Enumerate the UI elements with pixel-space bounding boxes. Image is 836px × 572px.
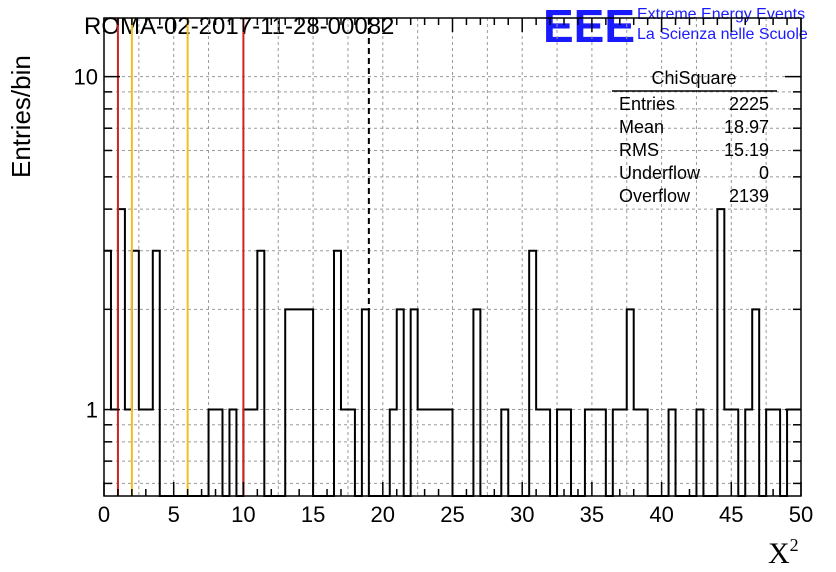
x-ticks: 0 5 10 15 20 25 30 35 40 45 50 [98, 18, 813, 527]
histogram-bin [153, 251, 160, 496]
histogram-bin [299, 309, 306, 496]
stats-value: 2225 [729, 94, 769, 114]
y-tick-label: 10 [74, 65, 98, 90]
x-tick-label: 25 [440, 502, 464, 527]
y-tick-label: 1 [86, 398, 98, 423]
y-ticks: 1 10 [74, 65, 801, 485]
x-tick-label: 20 [371, 502, 395, 527]
histogram-bin [717, 209, 724, 496]
histogram-bin [132, 251, 139, 496]
x-tick-label: 15 [301, 502, 325, 527]
histogram-bin [397, 309, 404, 496]
stats-label: Overflow [619, 186, 691, 206]
stats-value: 15.19 [724, 140, 769, 160]
x-tick-label: 40 [649, 502, 673, 527]
x-tick-label: 35 [580, 502, 604, 527]
stats-label: Mean [619, 117, 664, 137]
x-tick-label: 10 [231, 502, 255, 527]
brand-line-2: La Scienza nelle Scuole [637, 26, 808, 43]
histogram-bin [362, 309, 369, 496]
stats-box: ChiSquare Entries 2225 Mean 18.97 RMS 15.19 Un… [612, 68, 777, 206]
stats-value: 2139 [729, 186, 769, 206]
stats-label: Entries [619, 94, 675, 114]
x-tick-label: 50 [789, 502, 813, 527]
histogram-bin [118, 209, 125, 496]
stats-value: 18.97 [724, 117, 769, 137]
stats-value: 0 [759, 163, 769, 183]
stats-label: RMS [619, 140, 659, 160]
brand-logo-text: EEE [543, 0, 635, 52]
histogram-bin [285, 309, 292, 496]
marker-lines [116, 18, 370, 496]
histogram-bin [257, 251, 264, 496]
histogram-bin [292, 309, 299, 496]
histogram-bin [627, 309, 634, 496]
histogram-bin [752, 309, 759, 496]
x-tick-label: 0 [98, 502, 110, 527]
y-axis-label: Entries/bin [6, 55, 36, 178]
histogram-bin [529, 251, 536, 496]
histogram-bin [473, 309, 480, 496]
x-tick-label: 5 [168, 502, 180, 527]
histogram-bin [306, 309, 313, 496]
histogram-bin [104, 251, 111, 496]
x-axis-label: X2 [768, 535, 799, 570]
histogram-bin [334, 251, 341, 496]
stats-title: ChiSquare [651, 68, 736, 88]
x-tick-label: 30 [510, 502, 534, 527]
x-tick-label: 45 [719, 502, 743, 527]
brand-logo: EEE Extreme Energy Events La Scienza nel… [543, 0, 808, 52]
stats-label: Underflow [619, 163, 701, 183]
histogram-bin [411, 309, 418, 496]
stats-rows: Entries 2225 Mean 18.97 RMS 15.19 Underflow 0 Ov… [619, 94, 769, 206]
